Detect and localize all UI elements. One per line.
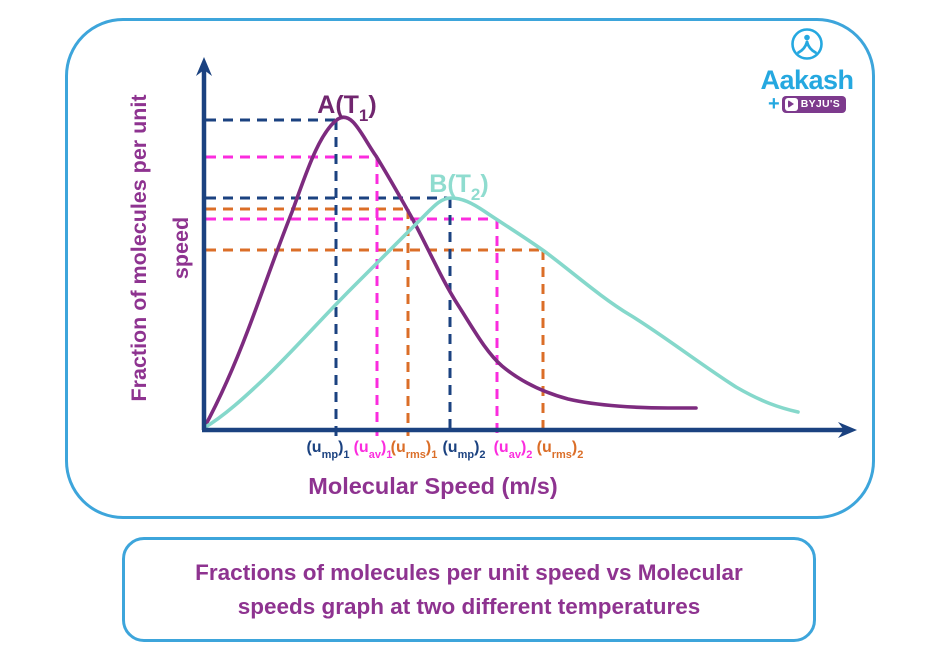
distribution-chart: A(T1) B(T2) (ump)1 (uav)1 (urms)1 (ump)2…: [127, 57, 857, 499]
figure-frame: [65, 18, 875, 519]
curve-b-label: B(T2): [429, 170, 488, 204]
axes: [196, 57, 857, 438]
aakash-person-icon: [791, 28, 823, 60]
byjus-wordmark: BYJU'S: [800, 98, 840, 110]
horizontal-guides: [206, 118, 543, 252]
aakash-wordmark: Aakash: [760, 65, 854, 95]
caption-line-2: speeds graph at two different temperatur…: [237, 593, 701, 619]
x-tick-labels: (ump)1 (uav)1 (urms)1 (ump)2 (uav)2 (urm…: [306, 439, 583, 461]
caption-line-1: Fractions of molecules per unit speed vs…: [195, 559, 743, 585]
byjus-badge: BYJU'S: [781, 95, 846, 113]
x-axis-arrowhead: [838, 422, 857, 438]
x-tick-urms1: (urms)1: [391, 439, 438, 461]
curve-b-t2: [202, 196, 800, 430]
vertical-guides: [334, 120, 545, 436]
aakash-byjus-logo: Aakash + BYJU'S: [748, 27, 866, 115]
byjus-app-icon: [784, 97, 798, 111]
byjus-lockup: + BYJU'S: [748, 93, 866, 115]
x-tick-urms2: (urms)2: [537, 439, 584, 461]
y-axis-title: Fraction of molecules per unit speed: [127, 94, 193, 401]
curve-a-label: A(T1): [317, 91, 376, 125]
x-tick-ump2: (ump)2: [442, 439, 485, 461]
y-axis-title-line1: Fraction of molecules per unit: [127, 94, 151, 401]
caption-box: Fractions of molecules per unit speed vs…: [122, 537, 816, 642]
x-tick-uav1: (uav)1: [354, 439, 393, 461]
plus-sign: +: [768, 93, 780, 115]
x-axis-title: Molecular Speed (m/s): [308, 473, 557, 499]
x-tick-uav2: (uav)2: [494, 439, 533, 461]
y-axis-arrowhead: [196, 57, 212, 76]
curve-a-t1: [202, 115, 698, 430]
x-tick-ump1: (ump)1: [306, 439, 349, 461]
y-axis-title-line2: speed: [169, 217, 193, 279]
